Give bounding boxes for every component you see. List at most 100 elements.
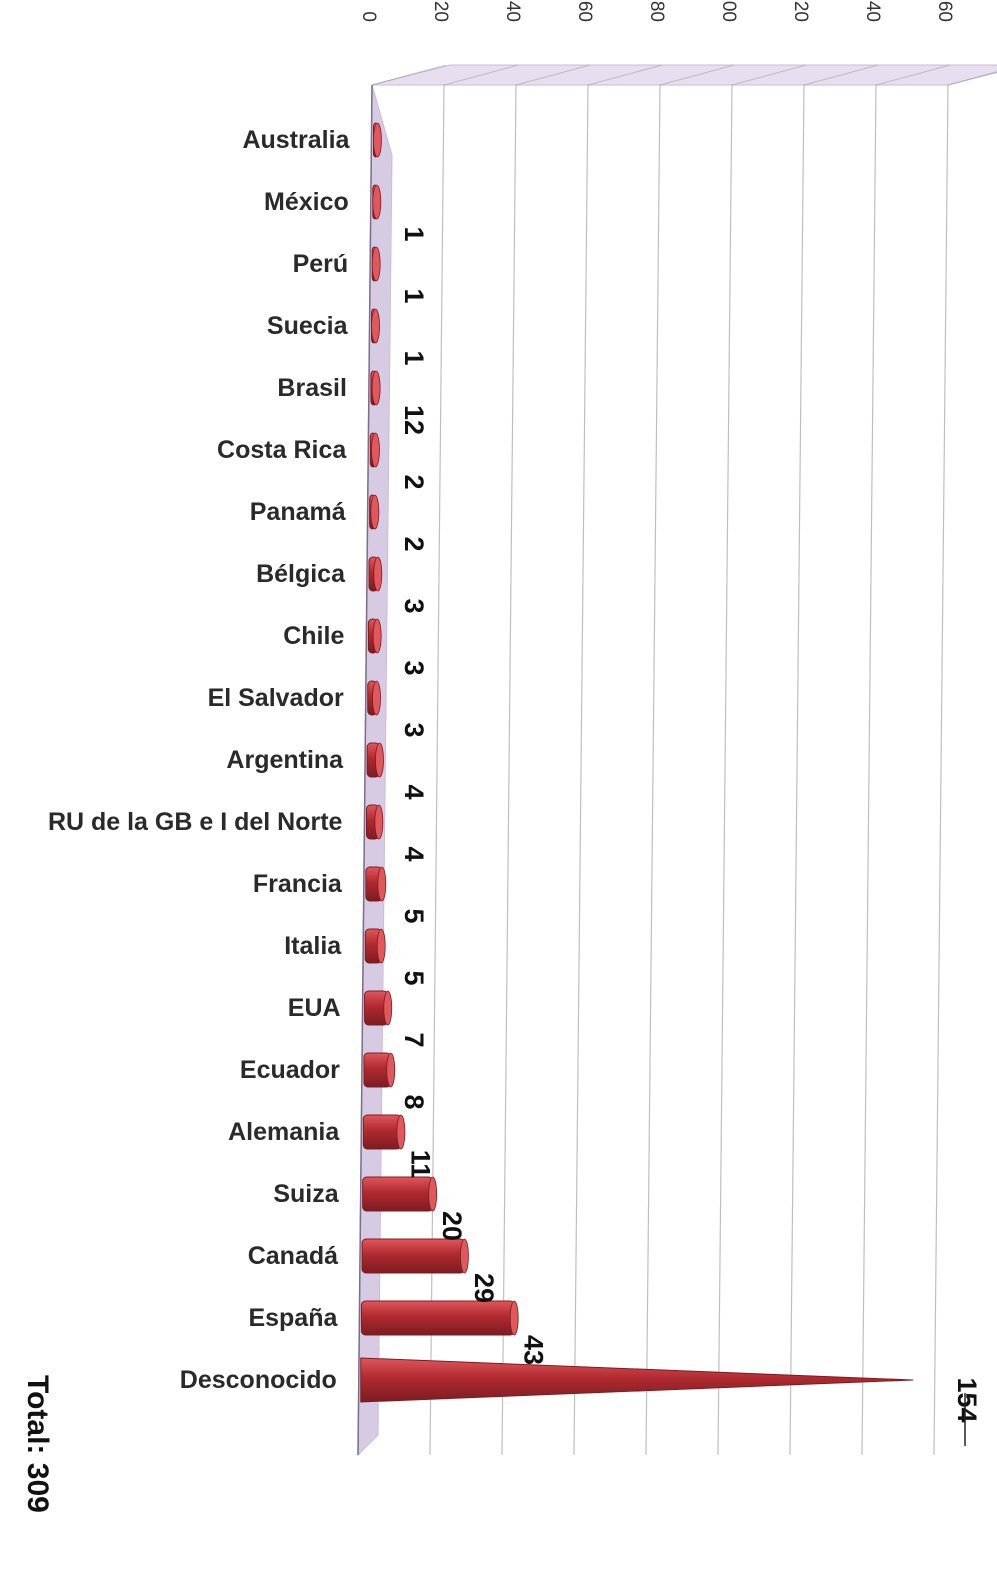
bar-16 [363,1052,396,1088]
data-label: 4 [399,846,429,861]
category-label: Canadá [248,1242,338,1270]
bar-cap [371,370,381,406]
data-label: 1 [399,226,429,241]
gridline [933,84,949,1456]
gridline-top [731,64,807,86]
gridline-top [443,64,519,86]
data-label: 5 [399,908,429,923]
gridline-top [371,64,447,86]
bar-8 [368,556,383,592]
value-axis-line [357,84,373,1456]
data-label: 154 [952,1377,982,1422]
tick-label: 160 [934,0,955,22]
category-label: EUA [288,994,341,1022]
bar-cap [373,122,382,158]
bar-cap [371,432,380,468]
bar-cap [375,742,384,778]
data-label: 11 [405,1150,435,1179]
bar-cap [372,618,382,654]
bar-cap [509,1300,519,1336]
bar-13 [365,866,387,902]
bar-4 [371,308,380,344]
category-label: Bélgica [256,560,346,588]
data-label: 2 [399,474,429,489]
tick-label: 60 [574,1,595,22]
data-label: 29 [469,1273,499,1303]
bar-12 [365,804,384,840]
bar-cap [428,1176,438,1212]
category-label: Panamá [250,498,346,526]
bar-cap [377,866,387,902]
data-label: 1 [399,288,429,303]
data-label: 7 [399,1032,429,1047]
back-wall [371,64,997,86]
category-label: Francia [253,870,343,898]
bar-cap [383,990,393,1026]
data-label: 12 [399,405,429,435]
category-label: El Salvador [208,684,344,712]
gridline-top [875,64,951,86]
category-label: Alemania [228,1118,340,1146]
bar-7 [369,494,380,530]
bar-body [361,1238,465,1274]
data-label: 43 [519,1335,549,1365]
gridline-top [515,64,591,86]
data-label: 20 [437,1211,467,1241]
category-label: Perú [293,250,349,278]
bar-2 [372,184,382,220]
category-label: Australia [242,126,350,154]
bar-cap [371,308,380,344]
tick-label: 100 [718,0,739,22]
gridline [573,84,589,1456]
category-label: Suecia [267,312,349,340]
bar-cap [374,804,384,840]
tick-label: 140 [862,0,883,22]
bar-19 [361,1238,469,1274]
bar-cap [386,1052,396,1088]
bar-cap [373,556,383,592]
bar-6 [369,432,380,468]
bar-5 [370,370,381,406]
bar-cap [396,1114,406,1150]
bar-body [362,1176,434,1212]
tick-label: 80 [646,1,667,22]
category-label: Argentina [226,746,344,774]
data-label: 2 [399,536,429,551]
tick-label: 40 [502,1,523,22]
bar-cap [370,494,380,530]
gridline-top [947,71,997,86]
data-label: 5 [399,970,429,985]
bar-14 [364,928,386,964]
bar-20 [360,1300,519,1336]
bar-21 [360,1357,914,1403]
category-label: RU de la GB e I del Norte [48,808,343,836]
gridline [861,84,877,1456]
gridline-top [803,64,879,86]
bar-cap [460,1238,469,1274]
gridline [429,84,445,1456]
bar-cap [371,246,381,282]
category-label: Brasil [277,374,346,402]
tick-label: 0 [358,11,379,22]
category-label: Costa Rica [217,436,347,464]
category-label: Suiza [273,1180,339,1208]
category-label: Italia [284,932,342,960]
gridline [717,84,733,1456]
bar-3 [371,246,381,282]
bar-10 [367,680,381,716]
bar-15 [364,990,393,1026]
bar-cap [376,928,386,964]
tick-label: 120 [790,0,811,22]
bar-18 [362,1176,438,1212]
bar-body [362,1114,402,1150]
bar-11 [366,742,384,778]
bar-9 [367,618,382,654]
bar-1 [372,122,382,158]
category-label: España [248,1304,338,1332]
category-label: Desconocido [180,1366,337,1394]
data-label: 3 [399,722,429,737]
gridline [789,84,805,1456]
total-label: Total: 309 [21,1375,54,1513]
